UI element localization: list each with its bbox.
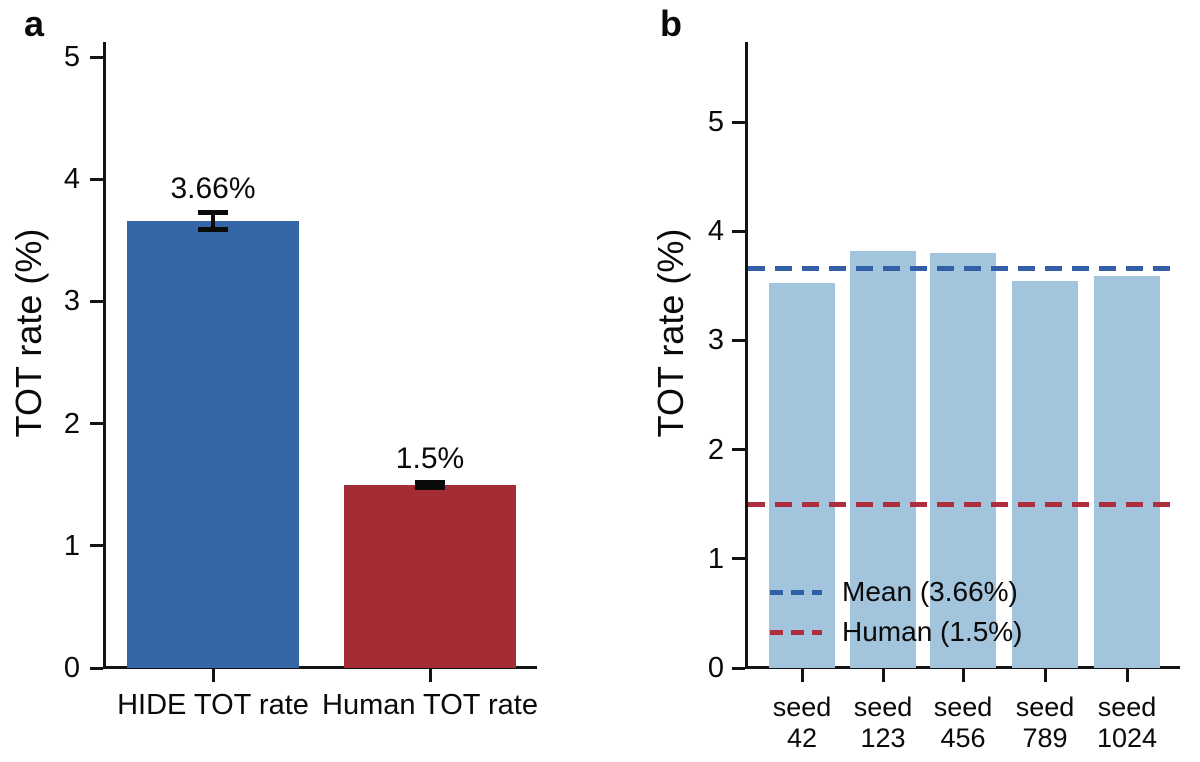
y-axis-tick-label: 0 [707,652,724,684]
x-axis-tick-label-line: seed [933,692,993,722]
y-axis-tick [90,177,103,181]
y-axis-tick-label: 0 [63,652,80,684]
legend-dash-sample [770,589,822,595]
x-axis-tick [1125,669,1129,682]
x-axis-tick-label-line: 1024 [1096,723,1158,753]
bar [1012,281,1078,668]
y-axis-tick [732,666,745,670]
y-axis-spine [103,42,106,669]
x-axis-tick-label: seed 1024 [1057,692,1197,754]
y-axis-tick-label: 4 [63,163,80,196]
y-axis-tick-label: 1 [63,529,80,562]
x-axis-tick-label-line: 123 [860,723,906,753]
y-axis-tick-label: 3 [707,324,724,357]
x-axis-spine [103,666,537,669]
y-axis-tick [90,422,103,426]
y-axis-tick-label: 2 [63,407,80,440]
y-axis-tick [732,229,745,233]
y-axis-tick-label: 5 [63,41,80,73]
bar [344,484,516,668]
y-axis-tick-label: 1 [707,542,724,575]
y-axis-tick [90,666,103,670]
reference-line [748,501,1180,507]
x-axis-tick-label-line: seed [1015,692,1075,722]
x-axis-tick-label-line: seed [772,692,832,722]
y-axis-tick [732,557,745,561]
x-axis-tick-label: seed 789 [975,692,1115,754]
bar-value-label: 3.66% [170,172,256,206]
x-axis-tick-label-line: seed [1097,692,1157,722]
y-axis-tick [90,299,103,303]
panel-b-label: b [660,3,682,44]
x-axis-tick [961,669,965,682]
y-axis-tick [732,120,745,124]
y-axis-tick [732,448,745,452]
legend-entry-label: Human (1.5%) [842,616,1023,647]
x-axis-tick-label-line: 456 [940,723,986,753]
error-bar-cap [198,209,228,215]
x-axis-tick-label-line: 42 [786,723,818,753]
bar [127,220,299,668]
y-axis-spine [745,42,748,669]
x-axis-tick-label: seed 123 [813,692,953,754]
y-axis-tick [90,544,103,548]
x-axis-tick-label-line: seed [853,692,913,722]
x-axis-tick-label: seed 42 [732,692,872,754]
legend-entry-label: Mean (3.66%) [842,576,1018,607]
x-axis-tick [1043,669,1047,682]
x-axis-tick [800,669,804,682]
bar [850,250,916,668]
bar [1094,275,1160,668]
y-axis-tick-label: 4 [707,215,724,248]
error-bar-cap [415,484,445,490]
x-axis-tick [428,669,432,682]
y-axis-tick-label: 3 [63,285,80,318]
x-axis-tick-label: HIDE TOT rate [117,689,309,721]
error-bar-line [211,212,215,230]
x-axis-tick-label-line: 789 [1022,723,1068,753]
panel-a-label: a [24,3,45,44]
y-axis-tick [732,338,745,342]
x-axis-tick-label: Human TOT rate [322,689,538,721]
x-axis-tick-label: seed 456 [893,692,1033,754]
bar-value-label: 1.5% [395,442,465,476]
x-axis-tick [211,669,215,682]
y-axis-tick-label: 5 [707,106,724,138]
bar [930,253,996,668]
y-axis-tick-label: 2 [707,433,724,466]
bar [769,282,835,668]
legend-dash-sample [770,629,822,635]
error-bar-cap [198,226,228,232]
y-axis-tick [90,55,103,59]
x-axis-tick [881,669,885,682]
error-bar-cap [415,479,445,485]
reference-line [748,265,1180,271]
